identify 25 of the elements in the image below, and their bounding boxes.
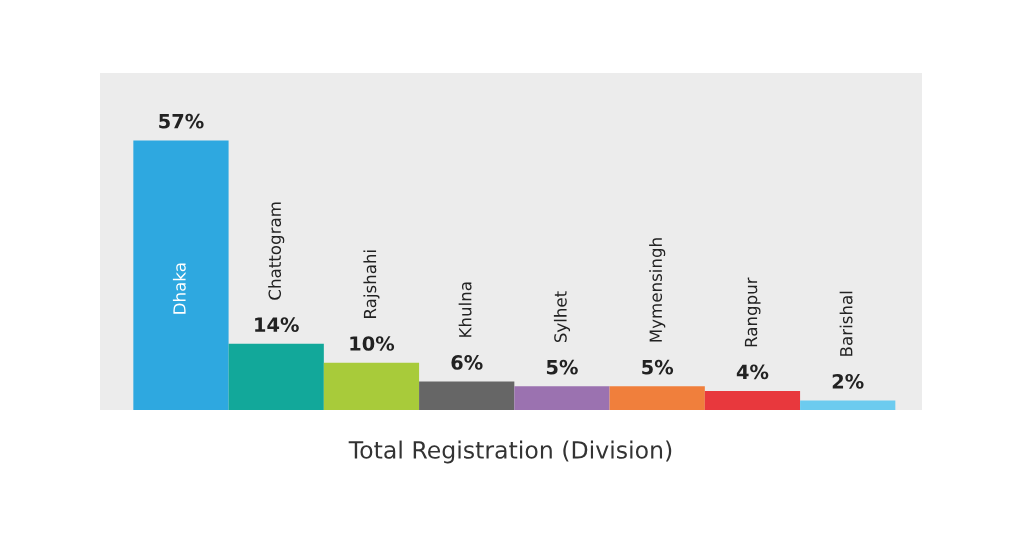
x-tick-label: Barishal bbox=[839, 291, 853, 356]
data-label: 10% bbox=[350, 336, 395, 351]
data-label: 2% bbox=[832, 373, 864, 389]
bar bbox=[133, 140, 229, 410]
x-axis-title: Total Registration (Division) bbox=[348, 440, 672, 464]
bar bbox=[323, 362, 420, 410]
bar bbox=[800, 400, 896, 410]
bar bbox=[704, 391, 801, 410]
data-label: 14% bbox=[255, 317, 299, 332]
x-tick-label: Khulna bbox=[458, 282, 472, 337]
x-tick-label: Rangpur bbox=[744, 277, 761, 347]
data-label: 6% bbox=[451, 355, 483, 370]
bar bbox=[419, 381, 515, 410]
data-label: 57% bbox=[159, 113, 204, 129]
x-tick-label: Mymensingh bbox=[649, 238, 666, 342]
x-tick-label: Chattogram bbox=[268, 202, 285, 300]
bar bbox=[514, 386, 610, 410]
x-tick-label: Rajshahi bbox=[363, 250, 380, 318]
data-label: 4% bbox=[736, 364, 769, 380]
data-label: 5% bbox=[546, 359, 578, 375]
bar bbox=[609, 386, 705, 410]
x-tick-label: Dhaka bbox=[172, 263, 186, 314]
data-label: 5% bbox=[642, 359, 674, 375]
bar bbox=[228, 343, 324, 410]
x-tick-label: Sylhet bbox=[553, 291, 571, 343]
